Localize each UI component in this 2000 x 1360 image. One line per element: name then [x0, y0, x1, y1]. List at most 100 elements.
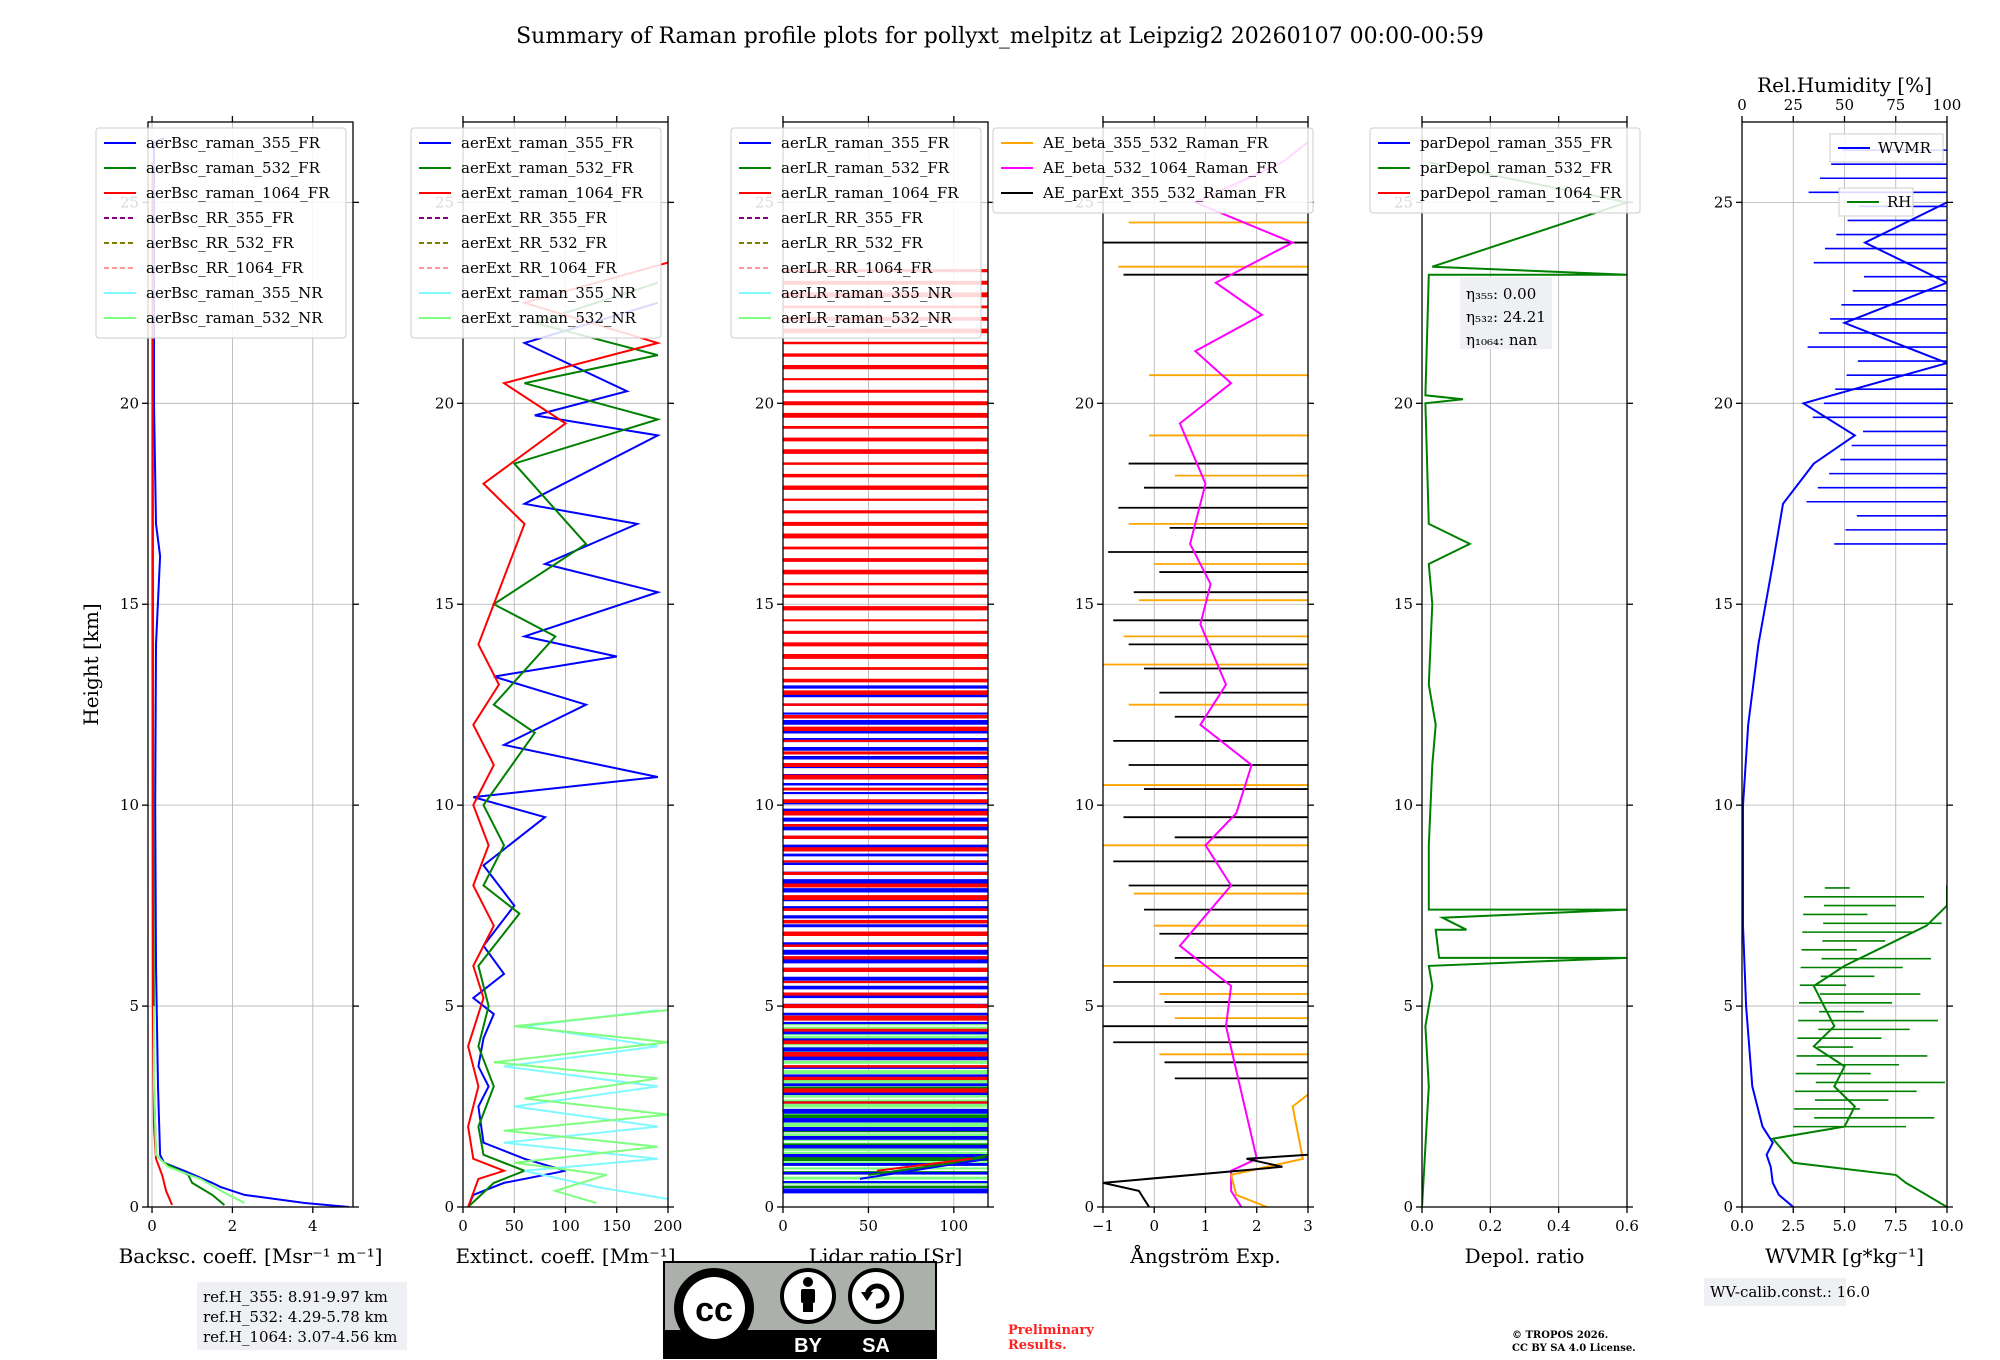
cc-icon-text: cc [695, 1291, 733, 1329]
y-tick-label: 5 [129, 997, 139, 1015]
top-x-tick-label: 50 [1835, 96, 1854, 114]
y-tick-label: 10 [755, 796, 774, 814]
x-tick-label: 0.0 [1410, 1217, 1434, 1235]
legend-label: RH [1887, 193, 1911, 211]
legend-label: WVMR [1878, 139, 1932, 157]
x-tick-label: −1 [1092, 1217, 1114, 1235]
legend-label: aerExt_raman_355_FR [461, 134, 634, 152]
top-x-tick-label: 75 [1886, 96, 1905, 114]
x-tick-label: 50 [505, 1217, 524, 1235]
x-tick-label: 200 [654, 1217, 683, 1235]
legend-label: aerBsc_raman_1064_FR [146, 184, 330, 202]
eta-value: η₁₀₆₄: nan [1466, 331, 1537, 349]
y-tick-label: 0 [764, 1198, 774, 1216]
x-tick-label: 2.5 [1781, 1217, 1805, 1235]
legend-label: aerBsc_raman_532_FR [146, 159, 321, 177]
ref-height-value: ref.H_355: 8.91-9.97 km [203, 1288, 388, 1306]
panel-wv: 0.0 2.5 5.0 7.5 10.0 0 5 10 15 20 25 WVMR [g*kg⁻¹] 0… [1704, 73, 1964, 1306]
x-tick-label: 2 [228, 1217, 238, 1235]
x-tick-label: 0 [778, 1217, 788, 1235]
sa-label: SA [862, 1335, 890, 1357]
legend-label: AE_beta_532_1064_Raman_FR [1042, 159, 1278, 177]
legend-label: parDepol_raman_355_FR [1420, 134, 1613, 152]
copyright-line-1: © TROPOS 2026. [1512, 1330, 1608, 1341]
legend-label: aerBsc_RR_355_FR [146, 209, 294, 227]
wv-calib-box [1704, 1278, 1846, 1306]
eta-value: η₅₃₂: 24.21 [1466, 308, 1546, 326]
eta-box [1460, 277, 1552, 349]
y-tick-label: 15 [1075, 595, 1094, 613]
legend-label: aerExt_raman_355_NR [461, 284, 637, 302]
series-aerExt_raman_532_NR [493, 1009, 668, 1204]
plot-area-bsc [151, 137, 350, 1207]
x-tick-label: 0.0 [1730, 1217, 1754, 1235]
y-tick-label: 5 [1723, 997, 1733, 1015]
series-AE_beta_532_1064_Raman_FR [1178, 141, 1308, 1207]
ref-height-value: ref.H_532: 4.29-5.78 km [203, 1308, 388, 1326]
x-axis-label: Extinct. coeff. [Mm⁻¹] [455, 1244, 675, 1268]
legend-label: parDepol_raman_532_FR [1420, 159, 1613, 177]
wv-calib-value: WV-calib.const.: 16.0 [1710, 1283, 1870, 1301]
legend-box [730, 127, 982, 339]
legend-label: aerLR_RR_1064_FR [781, 259, 933, 277]
y-tick-label: 0 [1403, 1198, 1413, 1216]
legend-label: aerExt_RR_355_FR [461, 209, 608, 227]
y-axis-label: Height [km] [79, 603, 103, 725]
x-tick-label: 10.0 [1930, 1217, 1963, 1235]
series-aerLR_raman_532_FR [868, 1153, 988, 1176]
legend-label: aerExt_RR_1064_FR [461, 259, 617, 277]
legend-label: aerBsc_raman_355_FR [146, 134, 321, 152]
x-tick-label: 0 [1149, 1217, 1159, 1235]
panel-lr: 0501000510152025Lidar ratio [Sr]aerLR_ra… [730, 116, 994, 1268]
axes-frame [782, 121, 989, 1208]
legend-label: aerLR_RR_355_FR [781, 209, 923, 227]
eta-value: η₃₅₅: 0.00 [1466, 285, 1536, 303]
ref-height-value: ref.H_1064: 3.07-4.56 km [203, 1328, 397, 1346]
y-tick-label: 15 [1394, 595, 1413, 613]
legend-label: AE_beta_355_532_Raman_FR [1042, 134, 1269, 152]
x-axis-label: WVMR [g*kg⁻¹] [1765, 1244, 1924, 1268]
panel-ext: 0501001502000510152025Extinct. coeff. [M… [410, 116, 683, 1268]
legend-box [95, 127, 347, 339]
series-AE_beta_355_532_Raman_FR [1229, 1093, 1308, 1207]
plot-area-ae [1103, 141, 1308, 1207]
cc-license-badge: cc BY SA [663, 1261, 937, 1359]
x-tick-label: 4 [308, 1217, 318, 1235]
panel-bsc: 0240510152025Backsc. coeff. [Msr⁻¹ m⁻¹]H… [79, 116, 407, 1350]
x-tick-label: 7.5 [1884, 1217, 1908, 1235]
x-tick-label: 0.2 [1478, 1217, 1502, 1235]
legend-label: aerLR_raman_532_NR [781, 309, 952, 327]
legend-label: AE_parExt_355_532_Raman_FR [1042, 184, 1287, 202]
legend-label: aerLR_raman_355_NR [781, 284, 952, 302]
y-tick-label: 10 [1075, 796, 1094, 814]
series-aerExt_raman_355_NR [503, 1009, 668, 1200]
y-tick-label: 20 [755, 394, 774, 412]
y-tick-label: 0 [444, 1198, 454, 1216]
x-tick-label: 50 [859, 1217, 878, 1235]
x-tick-label: 0.4 [1547, 1217, 1571, 1235]
cc-icon: cc [674, 1268, 754, 1348]
by-label: BY [794, 1335, 822, 1357]
x-tick-label: 100 [551, 1217, 580, 1235]
series-aerExt_raman_355_FR [467, 301, 662, 1207]
legend-label: aerExt_RR_532_FR [461, 234, 608, 252]
legend-label: parDepol_raman_1064_FR [1420, 184, 1622, 202]
y-tick-label: 0 [1723, 1198, 1733, 1216]
figure-title: Summary of Raman profile plots for polly… [516, 24, 1484, 49]
x-tick-label: 1 [1201, 1217, 1211, 1235]
legend-label: aerExt_raman_532_FR [461, 159, 634, 177]
y-tick-label: 20 [120, 394, 139, 412]
panel-dep: 0.00.20.40.60510152025Depol. ratioparDep… [1369, 116, 1641, 1268]
y-tick-label: 15 [755, 595, 774, 613]
series-aerBsc_raman_532_NR [153, 1006, 245, 1204]
ref-height-box [197, 1282, 407, 1350]
series-aerBsc_raman_355_FR [153, 137, 350, 1207]
y-tick-label: 10 [1394, 796, 1413, 814]
x-tick-label: 0 [458, 1217, 468, 1235]
series-aerLR_raman_1064_FR [876, 1157, 972, 1172]
panel-ae: −101230510152025Ångström Exp.AE_beta_355… [992, 116, 1314, 1268]
axes-frame [1421, 121, 1628, 1208]
y-tick-label: 20 [1714, 394, 1733, 412]
series-parDepol_raman_532_FR [1422, 161, 1627, 1207]
